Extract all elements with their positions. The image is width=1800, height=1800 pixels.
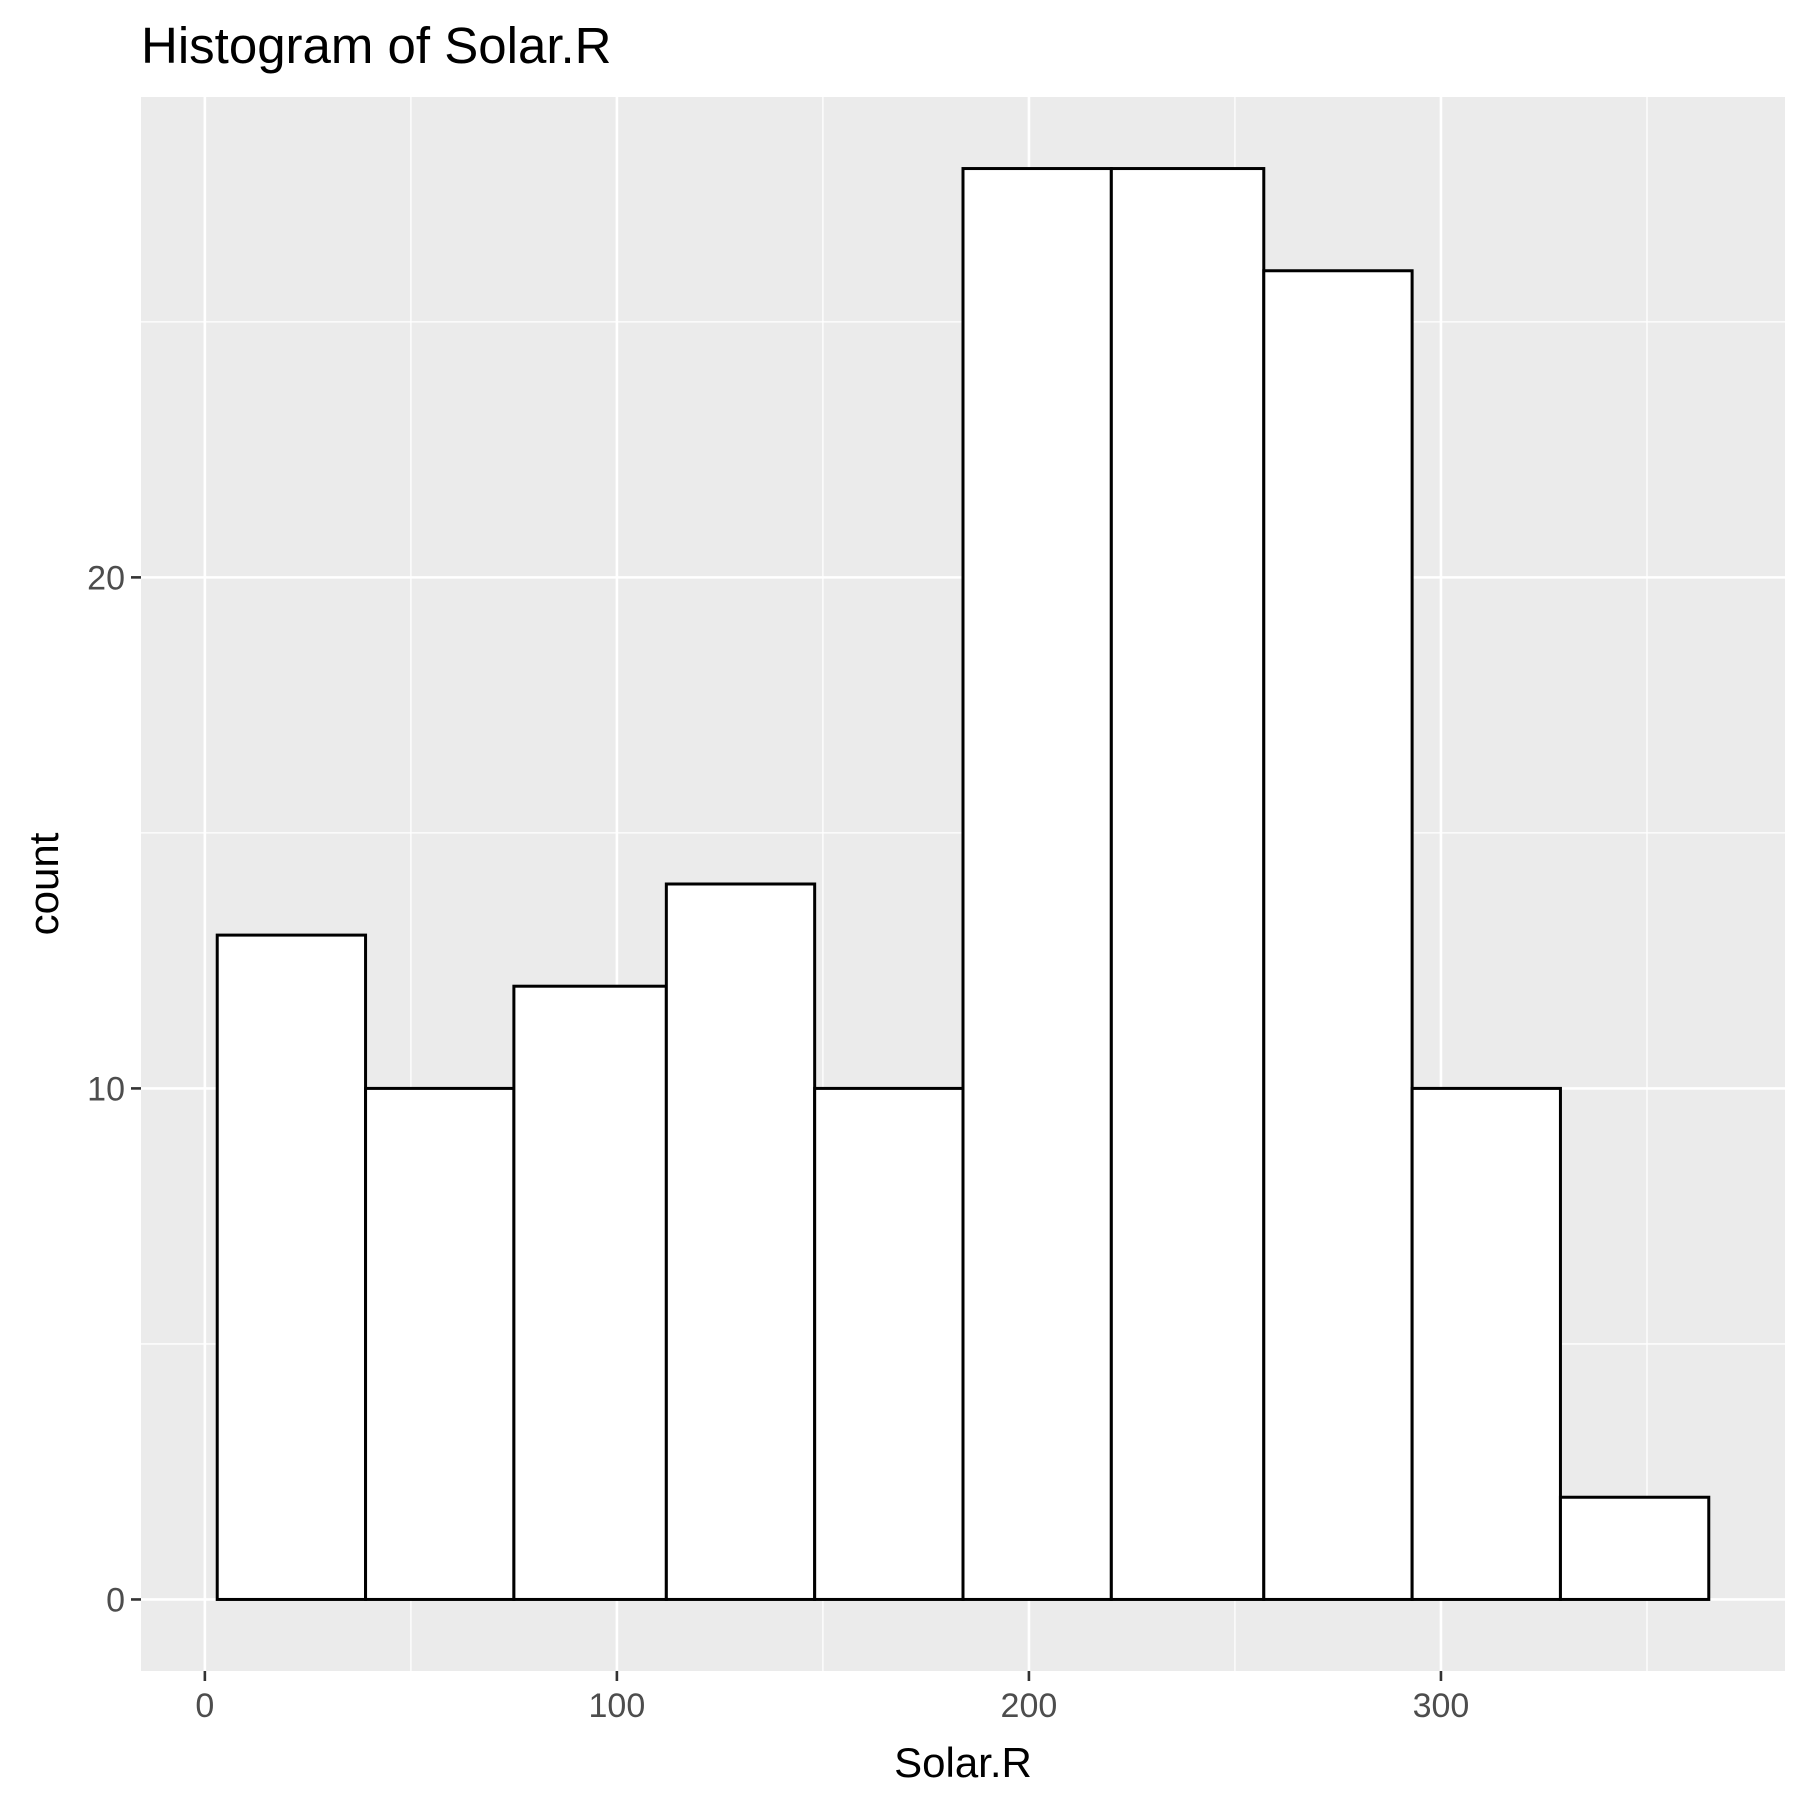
y-axis: 0 10 20	[87, 559, 141, 1619]
histogram-bar-9	[1558, 1495, 1711, 1601]
x-tick-label-2: 200	[1001, 1687, 1058, 1725]
x-axis: 0 100 200 300	[195, 1671, 1469, 1725]
chart-title: Histogram of Solar.R	[141, 17, 612, 74]
y-tick-label-2: 20	[87, 559, 125, 597]
histogram-bar-4	[813, 1086, 965, 1601]
histogram-bars	[215, 167, 1711, 1601]
x-axis-title: Solar.R	[894, 1739, 1032, 1786]
y-tick-label-1: 10	[87, 1070, 125, 1108]
histogram-bar-2	[512, 984, 668, 1601]
histogram-bar-7	[1262, 269, 1414, 1601]
x-tick-label-1: 100	[589, 1687, 646, 1725]
histogram-bar-3	[664, 882, 817, 1601]
histogram-bar-5	[961, 167, 1113, 1601]
y-tick-label-0: 0	[106, 1581, 125, 1619]
histogram-bar-0	[215, 933, 368, 1601]
histogram-bar-1	[364, 1086, 516, 1601]
x-tick-label-3: 300	[1413, 1687, 1470, 1725]
x-tick-label-0: 0	[195, 1687, 214, 1725]
y-axis-title: count	[20, 832, 67, 935]
histogram-bar-8	[1410, 1086, 1562, 1601]
histogram-bar-6	[1109, 167, 1266, 1601]
